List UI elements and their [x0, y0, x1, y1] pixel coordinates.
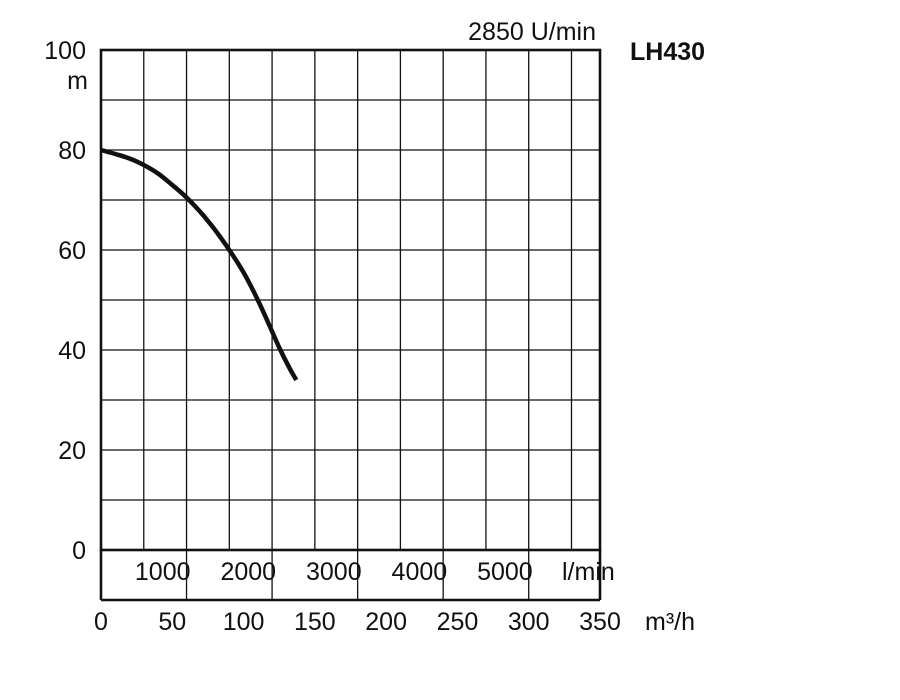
x-tick-label-lmin: 2000: [220, 558, 276, 586]
x-axis-label-lmin: l/min: [562, 558, 615, 586]
x-tick-label-lmin: 4000: [392, 558, 448, 586]
y-tick-label: 60: [58, 237, 86, 265]
x-tick-label-m3h: 50: [158, 608, 186, 636]
y-axis-label: m: [67, 67, 88, 95]
y-tick-label: 40: [58, 337, 86, 365]
plot-border: [99, 48, 602, 552]
x-tick-label-m3h: 150: [294, 608, 336, 636]
chart-title: LH430: [630, 38, 705, 66]
x-axis-label-m3h: m³/h: [645, 608, 695, 636]
y-tick-label: 20: [58, 437, 86, 465]
curve-layer: [100, 147, 299, 382]
x-tick-label-lmin: 5000: [477, 558, 533, 586]
x-tick-label-lmin: 3000: [306, 558, 362, 586]
y-tick-label: 0: [72, 537, 86, 565]
series-line: [100, 147, 299, 382]
x-tick-label-m3h: 250: [437, 608, 479, 636]
y-tick-label: 100: [44, 37, 86, 65]
x-tick-label-m3h: 100: [223, 608, 265, 636]
plot-frame: [99, 48, 602, 602]
tick-labels: 0 20 40 60 80 100 1000 2000 3000 4000 5000 0 50 100 15…: [44, 37, 621, 636]
x-tick-label-m3h: 300: [508, 608, 550, 636]
grid: [101, 49, 600, 600]
y-tick-label: 80: [58, 137, 86, 165]
chart-subtitle: 2850 U/min: [468, 18, 596, 46]
x-tick-label-lmin: 1000: [135, 558, 191, 586]
labels: 2850 U/min LH430 m l/min m³/h: [67, 18, 705, 636]
x-tick-label-m3h: 0: [94, 608, 108, 636]
x-tick-label-m3h: 200: [365, 608, 407, 636]
x-tick-label-m3h: 350: [579, 608, 621, 636]
